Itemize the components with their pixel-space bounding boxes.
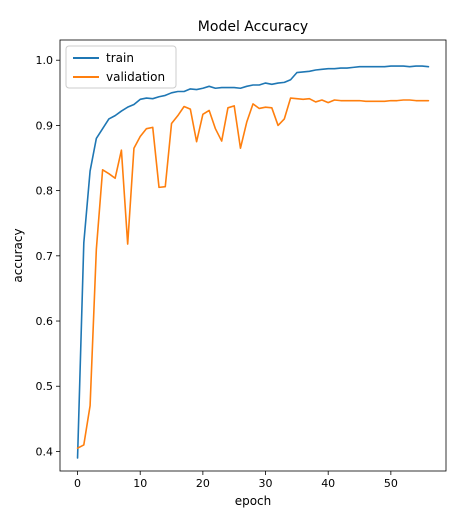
- y-tick-label: 0.7: [36, 250, 54, 263]
- legend: train validation: [65, 45, 177, 89]
- series-line-validation: [76, 97, 430, 449]
- x-tick-label: 30: [259, 477, 273, 490]
- axes-layer: 0 10 20 30 40 50 0.4 0.5 0.6 0.7 0.8 0.9 1.0: [36, 39, 447, 490]
- y-tick-label: 0.8: [36, 185, 54, 198]
- x-tick-label: 50: [384, 477, 398, 490]
- plot-area: [60, 40, 446, 471]
- x-tick-label: 40: [321, 477, 335, 490]
- y-axis-title: accuracy: [11, 228, 25, 282]
- y-tick-label: 0.9: [36, 119, 54, 132]
- series-layer: [76, 65, 430, 459]
- chart-title: Model Accuracy: [198, 19, 308, 35]
- y-tick-label: 0.4: [36, 445, 54, 458]
- x-tick-label: 20: [196, 477, 210, 490]
- legend-label-train: train: [106, 51, 134, 65]
- y-tick-label: 1.0: [36, 54, 54, 67]
- y-tick-label: 0.6: [36, 315, 54, 328]
- x-tick-label: 0: [74, 477, 81, 490]
- y-tick-label: 0.5: [36, 380, 54, 393]
- legend-label-validation: validation: [106, 70, 165, 84]
- x-tick-label: 10: [133, 477, 147, 490]
- plot-background: [60, 40, 446, 471]
- series-line-train: [76, 65, 430, 459]
- x-axis-title: epoch: [235, 494, 272, 508]
